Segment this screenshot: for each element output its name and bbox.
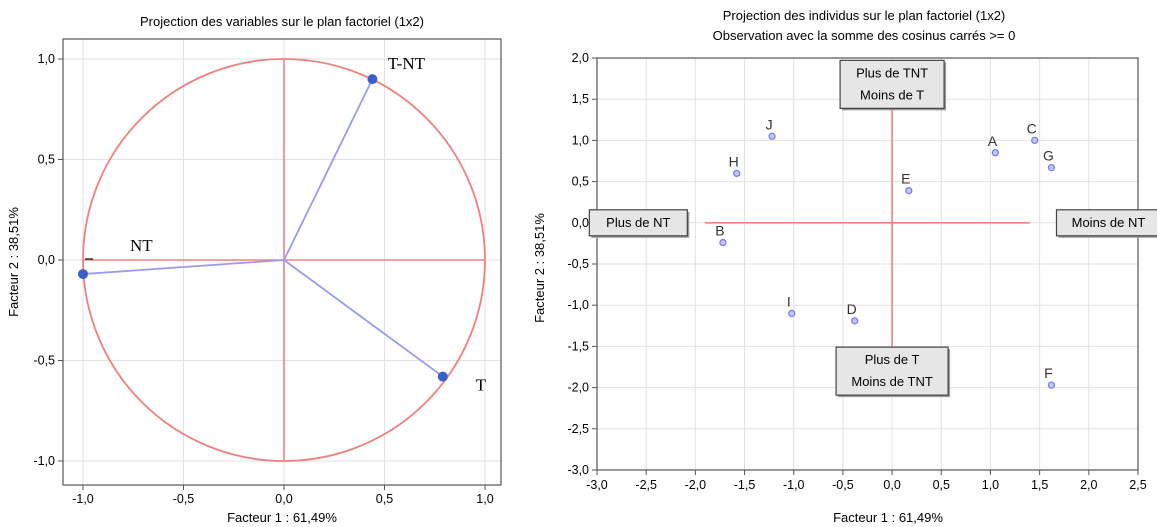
- individual-point: [768, 132, 776, 140]
- individual-label: J: [766, 116, 773, 132]
- y-tick-label: -1,0: [33, 454, 55, 468]
- x-tick-label: 0,5: [376, 492, 393, 506]
- box-bottom-frame: [835, 346, 949, 396]
- box-left: Plus de NT: [588, 209, 690, 238]
- x-tick-label: 0,5: [933, 478, 950, 492]
- box-bottom: Plus de T Moins de TNT: [835, 346, 951, 398]
- left-ticks: -1,0 -0,5 0,0 0,5 1,0 1,0 0,5 0,0 -0,5 -1,0: [33, 52, 493, 506]
- individuals-chart: Projection des individus sur le plan fac…: [532, 8, 1157, 525]
- y-tick-label: -1,5: [567, 339, 589, 353]
- variable-vector: [82, 259, 285, 275]
- variables-chart: Projection des variables sur le plan fac…: [6, 14, 502, 525]
- individual-point: [991, 149, 1000, 157]
- y-tick-label: 0,0: [38, 253, 55, 267]
- x-tick-label: -1,0: [72, 492, 94, 506]
- x-tick-label: -2,0: [685, 478, 707, 492]
- box-top: Plus de TNT Moins de T: [839, 59, 947, 111]
- y-tick-label: -1,0: [567, 298, 589, 312]
- individual-label: H: [729, 153, 739, 169]
- individual-label: A: [988, 133, 998, 149]
- individual-label: B: [715, 223, 724, 239]
- individual-point: [1031, 136, 1039, 145]
- left-y-axis-label: Facteur 2 : 38,51%: [6, 207, 21, 317]
- individual-label: E: [901, 171, 910, 187]
- right-chart-title: Projection des individus sur le plan fac…: [723, 8, 1006, 23]
- x-tick-label: 2,0: [1080, 478, 1097, 492]
- x-tick-label: 0,0: [883, 478, 900, 492]
- correlation-circle: [82, 58, 486, 462]
- x-tick-label: -1,0: [783, 478, 805, 492]
- right-plot-body: Plus de TNT Moins de T Plus de T Moins de T…: [588, 59, 1157, 398]
- y-tick-label: 1,0: [572, 133, 589, 147]
- y-tick-label: 0,5: [572, 175, 589, 189]
- y-tick-label: -2,0: [567, 381, 589, 395]
- box-right: Moins de NT: [1055, 209, 1157, 238]
- right-y-axis-label: Facteur 2 : 38,51%: [532, 213, 547, 323]
- individual-point: [1047, 163, 1056, 172]
- x-tick-label: -2,5: [635, 478, 657, 492]
- left-grid: [63, 39, 501, 485]
- box-left-frame: [588, 209, 688, 237]
- box-top-frame: [839, 59, 945, 109]
- individual-label: D: [847, 301, 857, 317]
- individual-label: I: [787, 293, 791, 309]
- individual-label: C: [1027, 120, 1037, 136]
- individual-point: [905, 187, 913, 195]
- variable-vector: [283, 259, 444, 378]
- left-plot-body: T-NT NT T: [78, 54, 487, 462]
- y-tick-label: -0,5: [33, 354, 55, 368]
- box-left-text: Plus de NT: [606, 215, 670, 230]
- y-tick-label: -0,5: [567, 257, 589, 271]
- individual-point: [733, 169, 741, 178]
- y-tick-label: -2,5: [567, 422, 589, 436]
- x-tick-label: -0,5: [173, 492, 195, 506]
- y-tick-label: 0,0: [572, 216, 589, 230]
- individual-point: [719, 238, 727, 247]
- x-tick-label: -0,5: [832, 478, 854, 492]
- left-chart-title: Projection des variables sur le plan fac…: [140, 14, 424, 29]
- individual-point: [788, 309, 796, 318]
- x-tick-label: -1,5: [734, 478, 756, 492]
- box-bottom-text: Plus de T: [865, 352, 920, 367]
- box-bottom-text: Moins de TNT: [851, 374, 932, 389]
- x-tick-label: 2,5: [1129, 478, 1146, 492]
- right-x-axis-label: Facteur 1 : 61,49%: [833, 510, 943, 525]
- variable-vector: [283, 78, 374, 261]
- box-right-frame: [1055, 209, 1157, 237]
- right-chart-subtitle: Observation avec la somme des cosinus ca…: [713, 28, 1016, 43]
- y-tick-label: 1,0: [38, 52, 55, 66]
- individual-label: G: [1043, 148, 1054, 164]
- variable-label: NT: [130, 236, 153, 255]
- left-x-axis-label: Facteur 1 : 61,49%: [227, 510, 337, 525]
- y-tick-label: 1,5: [572, 92, 589, 106]
- individual-point: [1047, 381, 1056, 389]
- box-right-text: Moins de NT: [1072, 215, 1146, 230]
- variable-label: T-NT: [388, 54, 426, 73]
- right-grid: [596, 57, 1139, 471]
- x-tick-label: -3,0: [586, 478, 608, 492]
- y-tick-label: -3,0: [567, 463, 589, 477]
- y-tick-label: 0,5: [38, 153, 55, 167]
- box-top-text: Moins de T: [860, 87, 924, 102]
- variable-label: T: [476, 376, 487, 395]
- left-plot-frame: [62, 38, 502, 486]
- variable-point: [367, 74, 378, 85]
- right-ticks: -3,0 -2,5 -2,0 -1,5 -1,0 -0,5 0,0 0,5 1,0 1,5 2,0 2…: [567, 51, 1146, 492]
- individual-point: [851, 317, 859, 325]
- variable-point: [78, 269, 88, 280]
- individual-label: F: [1044, 365, 1053, 381]
- x-tick-label: 1,0: [982, 478, 999, 492]
- box-top-text: Plus de TNT: [856, 65, 928, 80]
- x-tick-label: 1,5: [1031, 478, 1048, 492]
- x-tick-label: 1,0: [476, 492, 493, 506]
- x-tick-label: 0,0: [275, 492, 292, 506]
- y-tick-label: 2,0: [572, 51, 589, 65]
- variable-point: [437, 371, 448, 382]
